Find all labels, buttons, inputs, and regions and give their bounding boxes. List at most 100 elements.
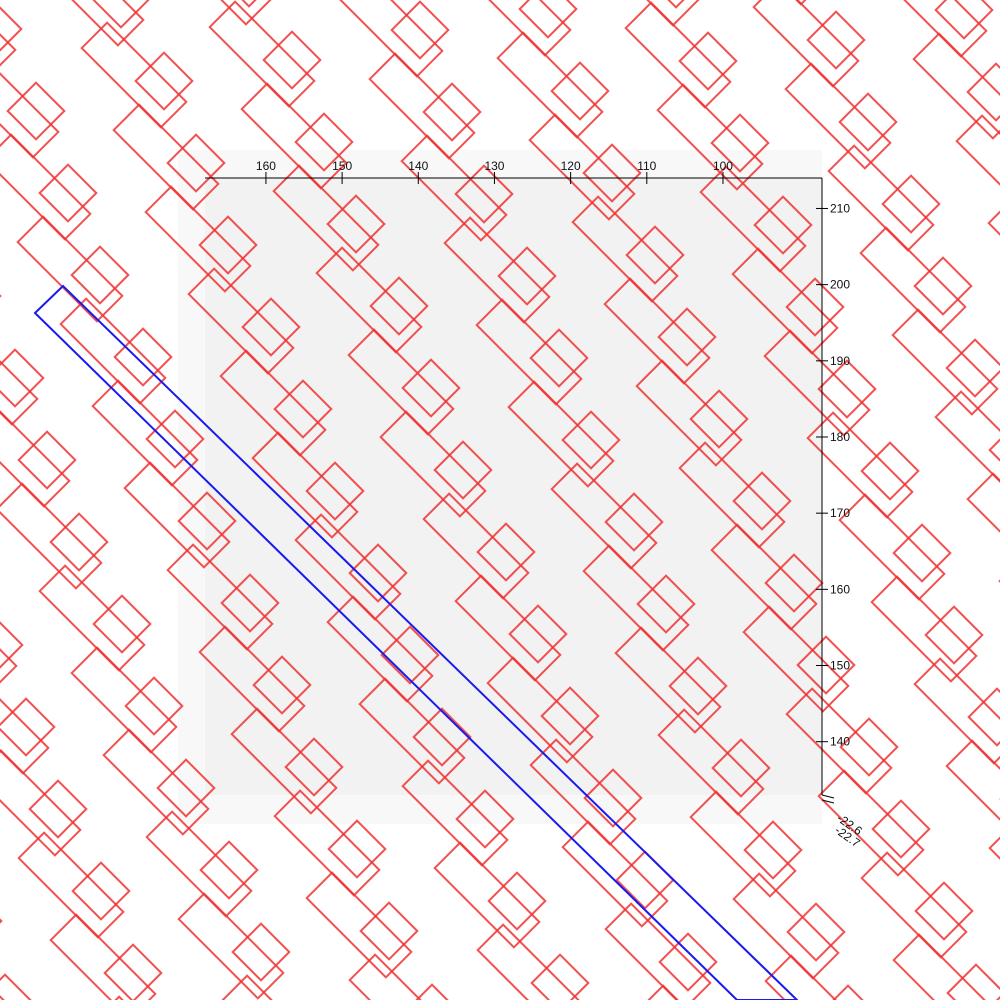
- footprint-strip: [732, 872, 840, 980]
- footprint-strip: [859, 226, 967, 334]
- footprint-strip: [614, 626, 722, 734]
- footprint-square: [92, 0, 150, 29]
- footprint-square: [785, 277, 845, 337]
- footprint-strip: [0, 72, 60, 159]
- highlight-strip: [33, 284, 799, 1000]
- footprint-strip: [912, 32, 1000, 140]
- footprint-square: [422, 82, 482, 142]
- footprint-square: [924, 605, 984, 665]
- footprint-square: [220, 573, 280, 633]
- footprint-strip: [0, 698, 50, 775]
- footprint-strip: [528, 113, 636, 221]
- footprint-strip: [934, 390, 1000, 483]
- footprint-square: [839, 717, 899, 777]
- x-tick-label: 110: [637, 159, 656, 173]
- footprint-square: [945, 338, 1000, 398]
- footprint-strip: [326, 595, 434, 703]
- footprint-strip: [102, 728, 210, 836]
- footprint-strip: [400, 134, 508, 242]
- footprint-square: [913, 256, 973, 316]
- footprint-square: [0, 973, 32, 1000]
- footprint-strip: [177, 892, 285, 1000]
- footprint-strip: [91, 379, 199, 487]
- corner-tick: [821, 799, 835, 804]
- footprint-square: [113, 327, 173, 387]
- footprint-strip: [123, 461, 231, 569]
- y-tick-label: 150: [830, 659, 850, 673]
- footprint-square: [390, 0, 450, 60]
- footprint-strip: [488, 0, 572, 57]
- footprint-square: [508, 604, 568, 664]
- footprint-strip: [891, 308, 999, 416]
- footprint-strip: [860, 851, 968, 959]
- footprint-strip: [561, 820, 669, 928]
- footprint-strip: [368, 52, 476, 160]
- footprint-strip: [988, 836, 1000, 860]
- footprint-strip: [16, 215, 124, 323]
- footprint-strip: [208, 0, 316, 108]
- footprint-strip: [59, 297, 167, 405]
- footprint-strip: [486, 656, 594, 764]
- footprint-square: [199, 840, 259, 900]
- footprint-strip: [358, 677, 466, 785]
- footprint-square: [92, 594, 152, 654]
- footprint-square: [0, 697, 56, 757]
- footprint-square: [583, 768, 643, 828]
- footprint-square: [881, 174, 941, 234]
- footprint-square: [70, 245, 130, 305]
- footprint-strip: [454, 574, 562, 682]
- y-tick-label: 190: [830, 354, 850, 368]
- footprint-strip: [17, 831, 125, 939]
- footprint-strip: [742, 605, 850, 713]
- footprint-strip: [379, 410, 487, 518]
- footprint-square: [540, 686, 600, 746]
- footprint-square: [198, 215, 258, 275]
- footprint-square: [786, 902, 846, 962]
- footprint-strip: [0, 360, 39, 426]
- footprint-strip: [166, 543, 274, 651]
- x-axis-ticks: 160 150 140 130 120 110 100: [256, 159, 733, 184]
- footprint-square: [476, 522, 536, 582]
- footprint-strip: [710, 523, 818, 631]
- footprint-square: [487, 871, 547, 931]
- y-tick-label: 200: [830, 278, 850, 292]
- footprint-strip: [305, 871, 413, 979]
- footprint-strip: [70, 646, 178, 754]
- footprint-strip: [955, 114, 1000, 186]
- footprint-square: [0, 621, 24, 669]
- footprint-square: [134, 51, 194, 111]
- footprint-strip: [187, 267, 295, 375]
- footprint-strip: [0, 33, 17, 67]
- footprint-strip: [476, 923, 580, 1000]
- footprint-square: [455, 789, 515, 849]
- footprint-square: [529, 328, 589, 388]
- plot-background: [205, 178, 822, 795]
- footprint-strip: [656, 83, 764, 191]
- footprint-strip: [315, 246, 423, 354]
- footprint-strip: [0, 133, 92, 241]
- footprint-strip: [678, 441, 786, 549]
- footprint-square: [668, 656, 728, 716]
- footprint-square: [892, 523, 952, 583]
- footprint-strip: [272, 164, 380, 272]
- footprint-strip: [603, 277, 711, 385]
- footprint-square: [38, 163, 98, 223]
- footprint-strip: [571, 195, 679, 303]
- footprint-square: [497, 246, 557, 306]
- footprint-strip: [624, 1, 732, 109]
- footprint-square: [326, 194, 386, 254]
- footprint-square: [284, 737, 344, 797]
- footprint-strip: [0, 410, 71, 508]
- footprint-strip: [764, 954, 837, 1000]
- highlight-layer: [33, 284, 799, 1000]
- footprint-square: [946, 963, 1000, 1000]
- footprint-strip: [219, 349, 327, 457]
- corner-ticks: -22.6 -22.7: [821, 794, 865, 850]
- footprint-strip: [731, 247, 839, 355]
- footprint-square: [103, 943, 163, 1000]
- footprint-strip: [785, 687, 893, 795]
- footprint-strip: [347, 328, 455, 436]
- footprint-strip: [273, 789, 381, 897]
- footprint-strip: [339, 0, 444, 78]
